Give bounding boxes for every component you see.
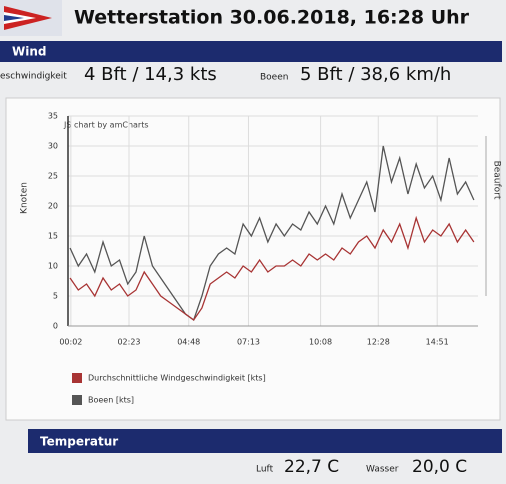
x-tick-label: 00:02	[59, 338, 82, 347]
gust-value: 5 Bft / 38,6 km/h	[300, 64, 451, 85]
section-bar	[0, 41, 502, 62]
speed-value: 4 Bft / 14,3 kts	[84, 64, 217, 85]
chart-credit: JS chart by amCharts	[63, 121, 149, 130]
x-tick-label: 10:08	[309, 338, 332, 347]
gust-label: Boeen	[260, 73, 288, 83]
y-tick-label: 0	[53, 322, 58, 331]
y2-axis-title: Beaufort	[492, 161, 502, 200]
x-tick-label: 04:48	[177, 338, 200, 347]
x-tick-label: 07:13	[237, 338, 260, 347]
y-tick-label: 25	[48, 172, 58, 181]
x-tick-label: 02:23	[117, 338, 140, 347]
y-tick-label: 20	[48, 202, 58, 211]
y-tick-label: 15	[48, 232, 58, 241]
legend-label: Boeen [kts]	[88, 396, 134, 405]
y-tick-label: 30	[48, 142, 58, 151]
y-tick-label: 10	[48, 262, 58, 271]
x-tick-label: 12:28	[367, 338, 390, 347]
speed-label: eschwindigkeit	[0, 72, 67, 82]
water-value: 20,0 C	[412, 457, 467, 477]
water-label: Wasser	[366, 465, 399, 475]
legend-label: Durchschnittliche Windgeschwindigkeit [k…	[88, 374, 266, 383]
section-title: Temperatur	[40, 435, 118, 449]
y-axis-title: Knoten	[20, 182, 30, 214]
section-bar	[28, 429, 502, 453]
air-label: Luft	[256, 465, 274, 475]
y-tick-label: 5	[53, 292, 58, 301]
x-tick-label: 14:51	[426, 338, 449, 347]
line	[69, 215, 475, 321]
legend-swatch	[72, 373, 82, 383]
logo	[0, 0, 62, 36]
y-tick-label: 35	[48, 112, 58, 121]
line	[69, 145, 475, 322]
legend-swatch	[72, 395, 82, 405]
section-title: Wind	[12, 45, 46, 59]
air-value: 22,7 C	[284, 457, 339, 477]
page-title: Wetterstation 30.06.2018, 16:28 Uhr	[74, 7, 470, 29]
